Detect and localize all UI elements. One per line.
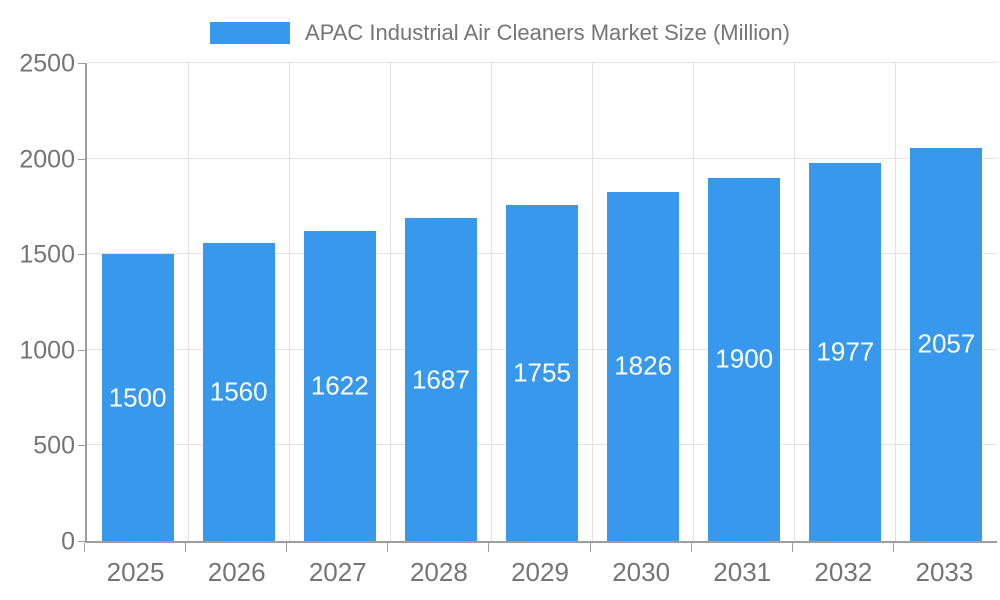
y-gridline [87, 157, 997, 159]
bar-value-label: 1500 [108, 382, 167, 413]
y-axis-label: 1500 [19, 240, 75, 269]
bar[interactable]: 1900 [708, 177, 781, 541]
y-axis-label: 1000 [19, 336, 75, 365]
bar[interactable]: 1755 [506, 205, 578, 541]
plot-area: 1500 1560 1622 1687 1755 1826 1900 1977 2057 [85, 62, 997, 543]
y-axis-tick [78, 349, 85, 351]
legend[interactable]: APAC Industrial Air Cleaners Market Size… [0, 18, 1000, 48]
bar-value-label: 1687 [411, 364, 470, 395]
bar[interactable]: 1826 [607, 191, 680, 541]
bar-value-label: 1560 [209, 376, 268, 407]
legend-swatch [210, 22, 291, 44]
x-axis-label: 2028 [409, 557, 468, 587]
x-gridline [693, 63, 695, 541]
x-axis-tick [589, 543, 591, 552]
y-axis-label: 0 [61, 527, 75, 556]
x-axis-tick [791, 543, 793, 552]
y-axis-tick [78, 254, 85, 256]
x-gridline [895, 63, 897, 541]
x-axis-label: 2031 [713, 557, 772, 587]
x-gridline [794, 63, 796, 541]
bar-value-label: 1622 [310, 370, 369, 401]
y-axis-tick [78, 158, 85, 160]
bar[interactable]: 2057 [910, 147, 983, 541]
x-axis-label: 2027 [308, 557, 367, 587]
y-axis-tick [78, 541, 85, 542]
bar[interactable]: 1500 [101, 254, 174, 541]
bar-value-label: 2057 [917, 328, 976, 359]
x-axis-tick [892, 543, 894, 552]
x-axis-label: 2030 [612, 557, 671, 587]
bar-value-label: 1900 [715, 343, 774, 374]
y-axis-label: 2000 [19, 145, 75, 174]
x-gridline [389, 63, 391, 541]
y-axis-label: 500 [33, 431, 75, 460]
x-axis-tick [690, 543, 692, 552]
bar-value-label: 1826 [614, 350, 673, 381]
x-axis-tick [185, 543, 187, 552]
x-axis-tick [387, 543, 389, 552]
x-axis-label: 2026 [207, 557, 266, 587]
y-axis-label: 2500 [19, 49, 75, 78]
x-gridline [187, 63, 189, 541]
x-axis-label: 2033 [915, 557, 974, 587]
x-gridline [592, 63, 594, 541]
legend-label: APAC Industrial Air Cleaners Market Size… [305, 20, 790, 45]
x-axis-tick [286, 543, 288, 552]
bar[interactable]: 1560 [202, 242, 275, 541]
bar-value-label: 1977 [816, 336, 875, 367]
x-axis-tick [488, 543, 490, 552]
x-axis-label: 2025 [106, 557, 165, 587]
bar[interactable]: 1977 [809, 163, 882, 541]
bar[interactable]: 1687 [404, 218, 477, 541]
x-axis-label: 2032 [814, 557, 873, 587]
y-gridline [87, 62, 997, 63]
y-axis-tick [78, 63, 85, 64]
x-axis-tick [84, 543, 85, 552]
bar-value-label: 1755 [513, 357, 571, 388]
y-axis-tick [78, 445, 85, 447]
x-gridline [490, 63, 492, 541]
x-axis-label: 2029 [511, 557, 569, 587]
x-gridline [288, 63, 290, 541]
bar[interactable]: 1622 [303, 230, 376, 541]
